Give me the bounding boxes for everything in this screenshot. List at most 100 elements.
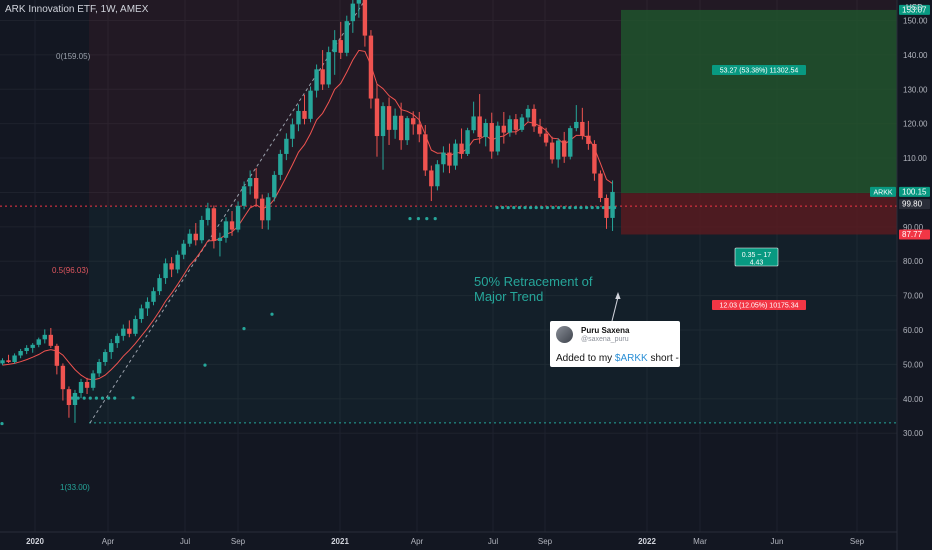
- candle: [513, 114, 519, 135]
- candle: [404, 116, 410, 145]
- candle-body: [429, 170, 434, 187]
- candle: [290, 118, 295, 148]
- candle: [60, 363, 66, 401]
- support-dot: [523, 205, 527, 210]
- candle-body: [84, 381, 90, 388]
- candle-body: [72, 392, 78, 406]
- candle-body: [501, 125, 507, 133]
- support-dot: [82, 396, 86, 400]
- candle: [314, 64, 319, 98]
- candle: [604, 194, 609, 229]
- risk-reward-box-bg: [734, 247, 779, 267]
- candle: [247, 170, 253, 195]
- candle-body: [477, 116, 482, 138]
- candle-body: [290, 124, 295, 139]
- position-stop-zone: [621, 193, 897, 235]
- tweet-card[interactable]: Puru Saxena @saxena_puru Added to my $AR…: [550, 321, 680, 367]
- candle: [495, 121, 500, 156]
- candle: [483, 118, 488, 147]
- support-dot: [596, 205, 600, 210]
- candle: [72, 389, 78, 423]
- candle-body: [296, 110, 301, 125]
- price-tick-label: 80.00: [903, 257, 924, 266]
- tweet-ticker-link[interactable]: $ARKK: [614, 353, 648, 364]
- target-label-bg: [712, 65, 806, 75]
- candle-body: [441, 152, 446, 165]
- candle: [266, 193, 271, 230]
- support-dot: [94, 396, 98, 400]
- avatar: [556, 326, 573, 343]
- candle: [368, 30, 374, 109]
- fib-level-1-label: 1(33.00): [60, 483, 90, 492]
- candle: [525, 105, 531, 122]
- candle: [549, 136, 555, 164]
- candle-body: [513, 119, 519, 130]
- candle-body: [266, 197, 271, 221]
- ticker-tag-label: ARKK: [873, 189, 892, 196]
- tweet-text-suffix: short -: [647, 353, 679, 364]
- candle-body: [483, 122, 488, 138]
- price-tag-bg: [899, 199, 930, 210]
- price-tick-label: 50.00: [903, 360, 924, 369]
- candle: [555, 138, 561, 168]
- support-dot: [540, 205, 544, 210]
- time-tick-label: Jul: [180, 537, 190, 546]
- candle-body: [592, 143, 597, 174]
- candle: [344, 15, 349, 57]
- candle: [531, 104, 537, 132]
- support-dot: [416, 216, 420, 221]
- candle-body: [284, 138, 289, 154]
- candle: [326, 46, 331, 88]
- target-label: 53.27 (53.38%) 11302.54: [720, 68, 799, 75]
- candle-body: [260, 198, 265, 221]
- tweet-text-prefix: Added to my: [556, 353, 615, 364]
- candle: [229, 211, 235, 236]
- currency-label: USD: [906, 3, 923, 12]
- support-dot: [562, 205, 566, 210]
- support-dot: [557, 205, 561, 210]
- candle: [96, 358, 102, 377]
- support-dot: [107, 396, 111, 400]
- candle: [175, 250, 180, 274]
- candle: [429, 165, 434, 202]
- candle-body: [205, 208, 211, 220]
- candle-body: [78, 381, 84, 393]
- candle: [187, 229, 192, 247]
- price-tick-label: 90.00: [903, 223, 924, 232]
- candle: [501, 111, 507, 144]
- candle: [139, 304, 144, 323]
- candle-body: [447, 152, 452, 166]
- candle: [465, 127, 470, 156]
- candle-body: [338, 40, 343, 53]
- support-dot: [203, 363, 207, 367]
- price-tag-99.80: 99.80: [902, 200, 923, 209]
- support-dot: [573, 205, 578, 210]
- candle-body: [181, 243, 186, 255]
- candle: [54, 343, 60, 375]
- candle: [398, 102, 404, 150]
- support-dot: [76, 396, 80, 400]
- time-tick-label: 2021: [331, 537, 349, 546]
- annotation-line-1: 50% Retracement of: [474, 274, 593, 289]
- candle: [0, 358, 5, 366]
- price-tick-label: 40.00: [903, 395, 924, 404]
- candle: [284, 133, 289, 161]
- candle: [102, 349, 108, 366]
- candle: [320, 50, 325, 90]
- candle: [598, 170, 603, 203]
- candle: [519, 114, 525, 132]
- candle-body: [235, 205, 241, 230]
- support-dot: [131, 396, 135, 400]
- candle: [592, 140, 597, 181]
- candle-body: [562, 140, 567, 157]
- candle: [332, 30, 337, 75]
- candle: [24, 345, 29, 355]
- candle: [78, 378, 84, 399]
- candle: [507, 115, 513, 137]
- candle-body: [598, 173, 603, 198]
- candle: [157, 274, 162, 295]
- candle-body: [0, 360, 5, 364]
- candle: [374, 83, 380, 157]
- candle: [562, 131, 567, 163]
